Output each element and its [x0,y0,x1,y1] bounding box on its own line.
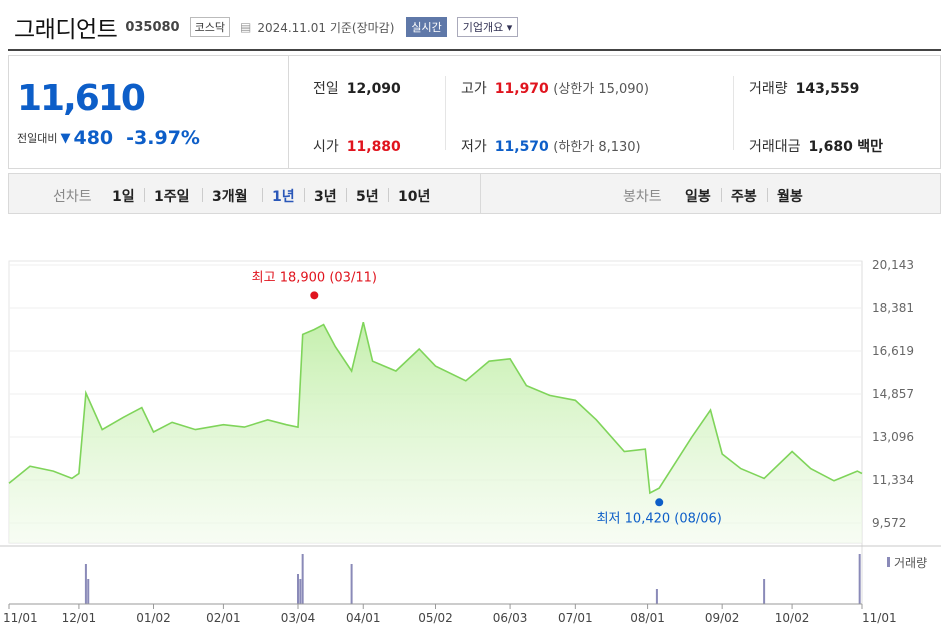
x-tick-label: 12/01 [62,611,97,625]
lower-limit: (하한가 8,130) [553,140,641,155]
x-tick-label: 06/03 [493,611,528,625]
volume-value: 143,559 [795,81,860,97]
x-tick-label: 01/02 [136,611,171,625]
open-value: 11,880 [346,139,401,155]
y-tick-label: 16,619 [872,344,914,358]
change-label: 전일대비 [17,132,58,145]
base-date: 2024.11.01 기준(장마감) [257,20,395,35]
volume-bar [350,564,353,604]
change-percent: -3.97% [126,127,200,149]
x-tick-label: 02/01 [206,611,241,625]
y-tick-label: 20,143 [872,258,914,272]
x-tick-label: 11/01 [3,611,38,625]
min-point-marker [655,498,664,507]
tab-daily[interactable]: 일봉 [685,189,711,205]
volume-legend: 거래량 [894,556,927,570]
tab-3m[interactable]: 3개월 [212,189,248,205]
change-value: 480 [73,127,114,149]
tab-1y[interactable]: 1년 [272,189,295,205]
down-triangle-icon: ▼ [60,130,71,146]
tab-1w[interactable]: 1주일 [154,189,190,205]
stat-volume: 거래량 143,559 [749,78,859,98]
x-tick-label: 09/02 [705,611,740,625]
stats-divider [445,76,446,150]
x-tick-label: 07/01 [558,611,593,625]
min-annotation: 최저 10,420 (08/06) [597,511,722,526]
price-change: 전일대비 ▼ 480 -3.97% [17,127,200,149]
realtime-button[interactable]: 실시간 [406,17,447,37]
volume-bar [655,589,658,604]
x-tick-label: 08/01 [630,611,665,625]
stats-panel: 전일 12,090 고가 11,970 (상한가 15,090) 거래량 143,55… [288,55,941,169]
tab-3y[interactable]: 3년 [314,189,337,205]
x-tick-label: 10/02 [775,611,810,625]
x-tick-label: 03/04 [281,611,316,625]
tab-1d[interactable]: 1일 [112,189,135,205]
market-badge: 코스닥 [189,17,230,37]
y-tick-label: 9,572 [872,516,906,530]
tab-weekly[interactable]: 주봉 [731,189,757,205]
y-tick-label: 13,096 [872,430,914,444]
low-value: 11,570 [494,139,549,155]
price-line [8,322,863,495]
line-chart-label: 선차트 [53,189,92,205]
low-label: 저가 [461,139,487,155]
price-chart: 최고 18,900 (03/11) 최저 10,420 (08/06) 거래량 9… [0,258,941,625]
volume-bar [858,554,861,604]
stock-code: 035080 [125,19,180,35]
current-price: 11,610 [17,78,146,119]
amount-value: 1,680 [808,139,853,155]
price-area-fill [9,322,862,543]
volume-label: 거래량 [749,81,788,97]
stat-open: 시가 11,880 [313,136,401,156]
high-label: 고가 [461,81,487,97]
y-tick-label: 18,381 [872,301,914,315]
x-tick-label: 04/01 [346,611,381,625]
company-info-dropdown[interactable]: 기업개요 ▾ [456,17,519,37]
volume-bar [301,554,304,604]
stat-amount: 거래대금 1,680 백만 [749,136,883,156]
y-tick-label: 11,334 [872,473,914,487]
x-tick-label: 05/02 [418,611,453,625]
page-header: 그래디언트 035080 코스닥 ▤ 2024.11.01 기준(장마감) 실시… [14,10,519,44]
stat-high: 고가 11,970 (상한가 15,090) [461,78,649,98]
stat-prev: 전일 12,090 [313,78,401,98]
candle-chart-label: 봉차트 [623,189,662,205]
chevron-down-icon: ▾ [506,21,513,34]
volume-bar [299,579,302,604]
y-tick-label: 14,857 [872,387,914,401]
high-value: 11,970 [494,81,549,97]
amount-unit: 백만 [857,139,884,155]
max-annotation: 최고 18,900 (03/11) [252,270,377,285]
max-point-marker [310,291,319,300]
upper-limit: (상한가 15,090) [553,82,649,97]
chart-tabs: 선차트 1일 1주일 3개월 1년 3년 5년 10년 봉차트 일봉 주봉 월봉 [8,173,941,214]
calendar-icon: ▤ [239,20,252,34]
price-panel: 11,610 전일대비 ▼ 480 -3.97% [8,55,288,169]
x-tick-label: 11/01 [862,611,897,625]
open-label: 시가 [313,139,339,155]
prev-label: 전일 [313,81,339,97]
tabs-divider [480,174,481,213]
prev-value: 12,090 [346,81,401,97]
company-info-label: 기업개요 [462,21,504,34]
volume-bar [296,574,299,604]
stats-divider [733,76,734,150]
tab-monthly[interactable]: 월봉 [777,189,803,205]
tab-10y[interactable]: 10년 [398,189,431,205]
amount-label: 거래대금 [749,139,801,155]
stat-low: 저가 11,570 (하한가 8,130) [461,136,641,156]
volume-legend-swatch [887,557,890,567]
volume-bar [84,564,87,604]
header-divider [8,49,941,51]
volume-bar [763,579,766,604]
stock-name: 그래디언트 [14,17,118,43]
tab-5y[interactable]: 5년 [356,189,379,205]
volume-bar [87,579,90,604]
